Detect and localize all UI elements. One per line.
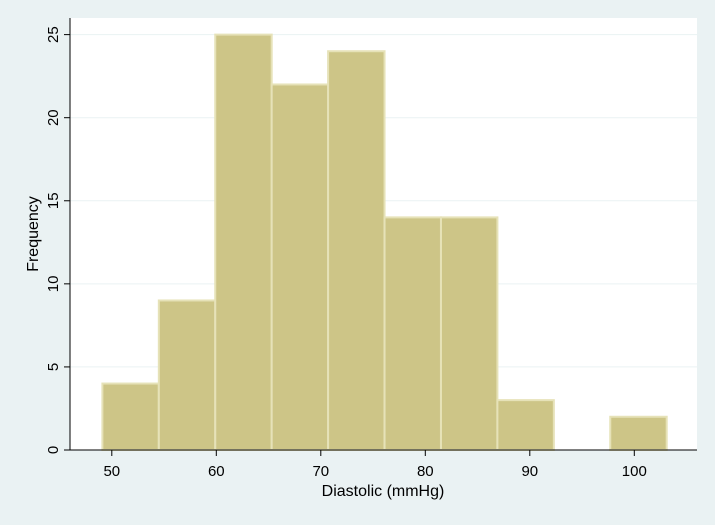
x-tick-label: 100 <box>622 463 647 480</box>
histogram-bar <box>214 33 273 451</box>
x-tick-label: 50 <box>103 463 120 480</box>
x-tick-label: 80 <box>417 463 434 480</box>
y-tick-label: 5 <box>45 363 62 371</box>
x-tick-label: 70 <box>312 463 329 480</box>
x-tick-label: 90 <box>521 463 538 480</box>
x-tick-label: 60 <box>208 463 225 480</box>
axes: 0 5 10 15 20 25 50 60 70 80 90 100 <box>45 18 697 480</box>
histogram-bar <box>157 299 217 452</box>
histogram-bar <box>496 399 555 451</box>
histogram-bar <box>101 382 160 451</box>
y-tick-label: 15 <box>45 192 62 209</box>
y-tick-label: 0 <box>45 446 62 454</box>
y-tick-label: 20 <box>45 109 62 126</box>
histogram-bar <box>439 216 499 451</box>
y-axis-label: Frequency <box>25 196 42 272</box>
histogram-bar <box>327 50 386 451</box>
x-axis-label: Diastolic (mmHg) <box>322 483 445 500</box>
histogram-bar <box>383 216 442 451</box>
histogram-bar <box>609 415 668 451</box>
histogram-bar <box>270 83 330 451</box>
y-tick-label: 25 <box>45 26 62 43</box>
y-tick-label: 10 <box>45 276 62 293</box>
bars <box>101 33 668 452</box>
